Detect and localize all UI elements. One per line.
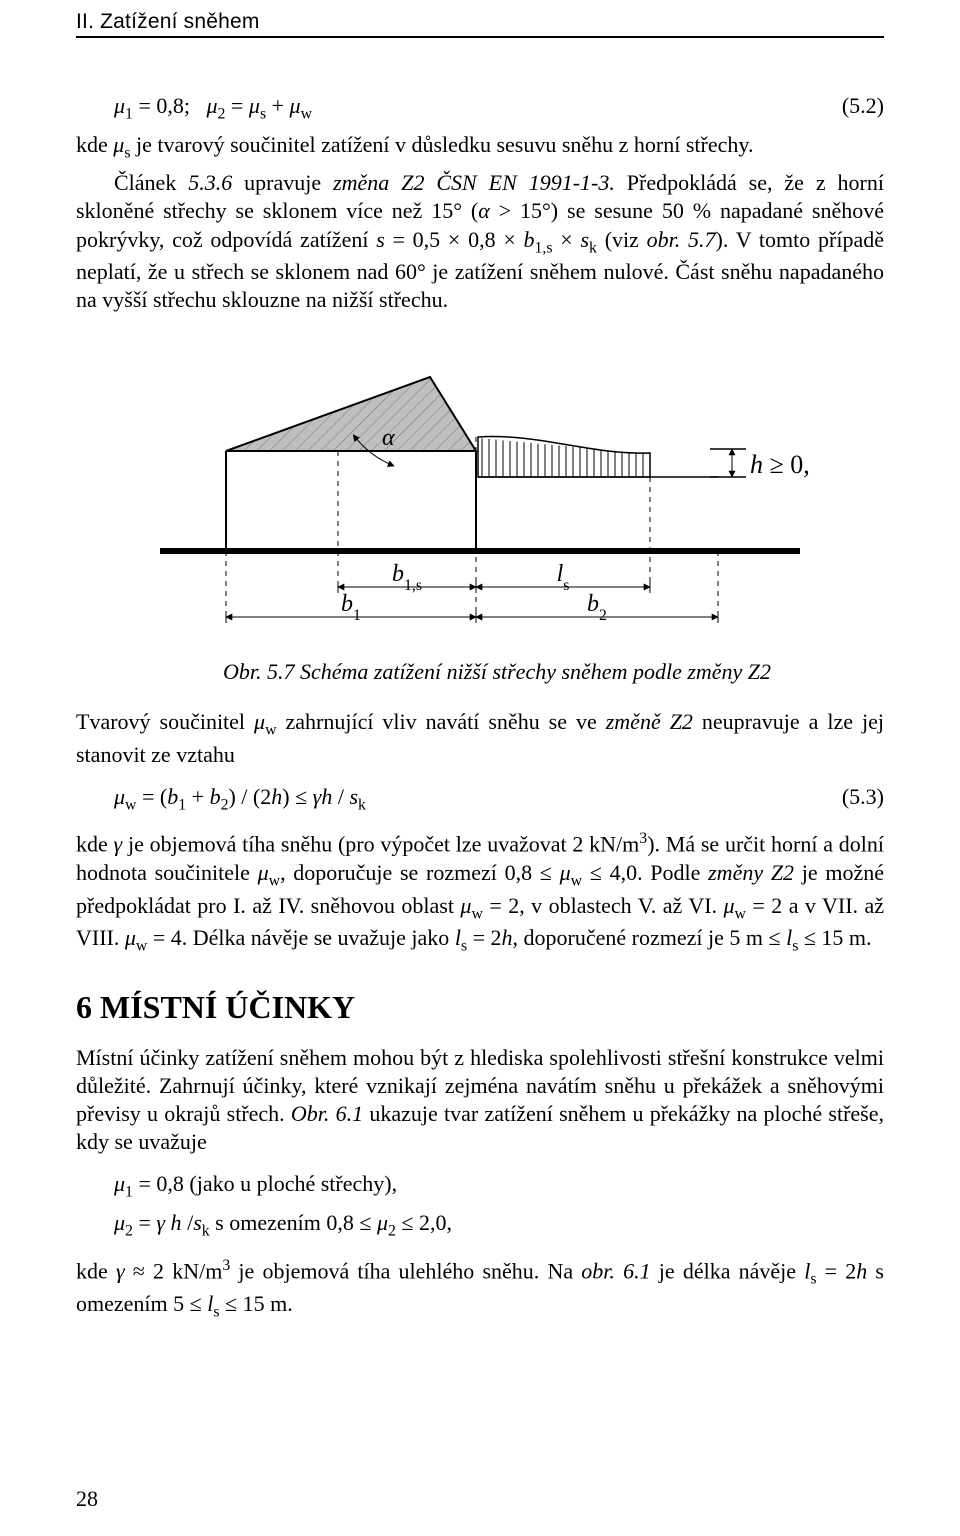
paragraph-assumption: Článek 5.3.6 upravuje změna Z2 ČSN EN 19… bbox=[76, 169, 884, 314]
equation-5-3: μw = (b1 + b2) / (2h) ≤ γh / sk (5.3) bbox=[114, 783, 884, 816]
svg-text:b2: b2 bbox=[587, 591, 607, 624]
paragraph-gamma-2: kde γ ≈ 2 kN/m3 je objemová tíha ulehléh… bbox=[76, 1256, 884, 1323]
mu1-line: μ1 = 0,8 (jako u ploché střechy), bbox=[114, 1170, 884, 1203]
svg-text:h ≥ 0,5: h ≥ 0,5 bbox=[750, 450, 810, 479]
mu2-line: μ2 = γ h /sk s omezením 0,8 ≤ μ2 ≤ 2,0, bbox=[114, 1209, 884, 1242]
equation-5-2-formula: μ1 = 0,8; μ2 = μs + μw bbox=[114, 92, 312, 125]
paragraph-local-effects: Místní účinky zatížení sněhem mohou být … bbox=[76, 1044, 884, 1157]
figure-5-7: α h ≥ 0,5 b1,s ls b1 b2 Obr. 5.7 Schéma zatíž… bbox=[76, 341, 884, 686]
paragraph-gamma: kde γ je objemová tíha sněhu (pro výpoče… bbox=[76, 829, 884, 956]
figure-5-7-svg: α h ≥ 0,5 b1,s ls b1 b2 bbox=[150, 341, 810, 641]
page-number: 28 bbox=[76, 1486, 98, 1512]
running-head: II. Zatížení sněhem bbox=[76, 10, 884, 38]
svg-text:ls: ls bbox=[557, 561, 570, 594]
section-6-heading: 6 MÍSTNÍ ÚČINKY bbox=[76, 987, 884, 1028]
svg-text:b1,s: b1,s bbox=[392, 561, 422, 594]
svg-text:b1: b1 bbox=[341, 591, 361, 624]
equation-5-2: μ1 = 0,8; μ2 = μs + μw (5.2) bbox=[114, 92, 884, 125]
paragraph-mu-s-def: kde μs je tvarový součinitel zatížení v … bbox=[76, 131, 884, 164]
paragraph-mu-w-intro: Tvarový součinitel μw zahrnující vliv na… bbox=[76, 708, 884, 769]
equation-5-3-formula: μw = (b1 + b2) / (2h) ≤ γh / sk bbox=[114, 783, 366, 816]
equation-5-2-tag: (5.2) bbox=[842, 92, 884, 120]
equation-5-3-tag: (5.3) bbox=[842, 783, 884, 811]
figure-5-7-caption: Obr. 5.7 Schéma zatížení nižší střechy s… bbox=[110, 658, 884, 686]
svg-text:α: α bbox=[382, 425, 395, 451]
